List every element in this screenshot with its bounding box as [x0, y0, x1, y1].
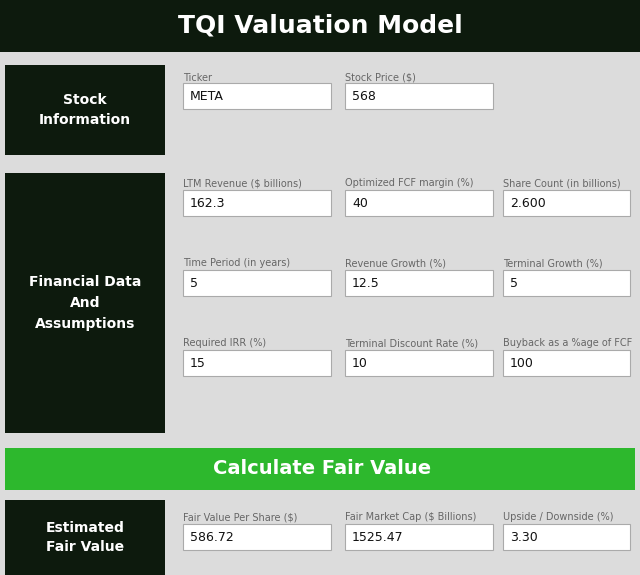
Text: Fair Value Per Share ($): Fair Value Per Share ($)	[183, 512, 298, 522]
Text: Time Period (in years): Time Period (in years)	[183, 258, 290, 268]
Text: Terminal Growth (%): Terminal Growth (%)	[503, 258, 603, 268]
Bar	[345, 524, 493, 550]
Bar	[5, 173, 165, 433]
Text: 1525.47: 1525.47	[352, 531, 404, 544]
Bar	[503, 270, 630, 296]
Bar	[5, 65, 165, 155]
Bar	[183, 190, 331, 216]
Bar	[183, 270, 331, 296]
Text: Calculate Fair Value: Calculate Fair Value	[213, 459, 431, 478]
Text: 568: 568	[352, 90, 376, 103]
Text: Revenue Growth (%): Revenue Growth (%)	[345, 258, 446, 268]
Text: Ticker: Ticker	[183, 73, 212, 83]
Text: TQI Valuation Model: TQI Valuation Model	[178, 14, 462, 38]
Text: 586.72: 586.72	[190, 531, 234, 544]
Bar	[345, 83, 493, 109]
Text: Estimated
Fair Value: Estimated Fair Value	[45, 521, 124, 554]
Text: 5: 5	[190, 277, 198, 290]
Text: Stock
Information: Stock Information	[39, 93, 131, 126]
Text: 162.3: 162.3	[190, 197, 225, 210]
Bar	[0, 168, 640, 438]
Text: 5: 5	[510, 277, 518, 290]
Text: Stock Price ($): Stock Price ($)	[345, 73, 416, 83]
Text: 15: 15	[190, 357, 206, 370]
Bar	[0, 500, 640, 575]
Text: Financial Data
And
Assumptions: Financial Data And Assumptions	[29, 275, 141, 331]
Text: Optimized FCF margin (%): Optimized FCF margin (%)	[345, 178, 474, 188]
Bar	[503, 190, 630, 216]
Bar	[0, 0, 640, 52]
Bar	[503, 350, 630, 376]
Text: 100: 100	[510, 357, 534, 370]
Bar	[345, 190, 493, 216]
Bar	[345, 270, 493, 296]
Text: 10: 10	[352, 357, 368, 370]
Text: 40: 40	[352, 197, 368, 210]
Bar	[5, 500, 165, 575]
Text: 2.600: 2.600	[510, 197, 546, 210]
Text: 12.5: 12.5	[352, 277, 380, 290]
Bar	[183, 524, 331, 550]
Text: Buyback as a %age of FCF: Buyback as a %age of FCF	[503, 338, 632, 348]
Text: LTM Revenue ($ billions): LTM Revenue ($ billions)	[183, 178, 302, 188]
Bar	[345, 350, 493, 376]
Text: Upside / Downside (%): Upside / Downside (%)	[503, 512, 614, 522]
Bar	[503, 524, 630, 550]
Text: Fair Market Cap ($ Billions): Fair Market Cap ($ Billions)	[345, 512, 476, 522]
Text: 3.30: 3.30	[510, 531, 538, 544]
Bar	[0, 60, 640, 160]
Bar	[5, 448, 635, 490]
Bar	[183, 350, 331, 376]
Bar	[183, 83, 331, 109]
Text: META: META	[190, 90, 224, 103]
Text: Required IRR (%): Required IRR (%)	[183, 338, 266, 348]
Text: Terminal Discount Rate (%): Terminal Discount Rate (%)	[345, 338, 478, 348]
Text: Share Count (in billions): Share Count (in billions)	[503, 178, 621, 188]
